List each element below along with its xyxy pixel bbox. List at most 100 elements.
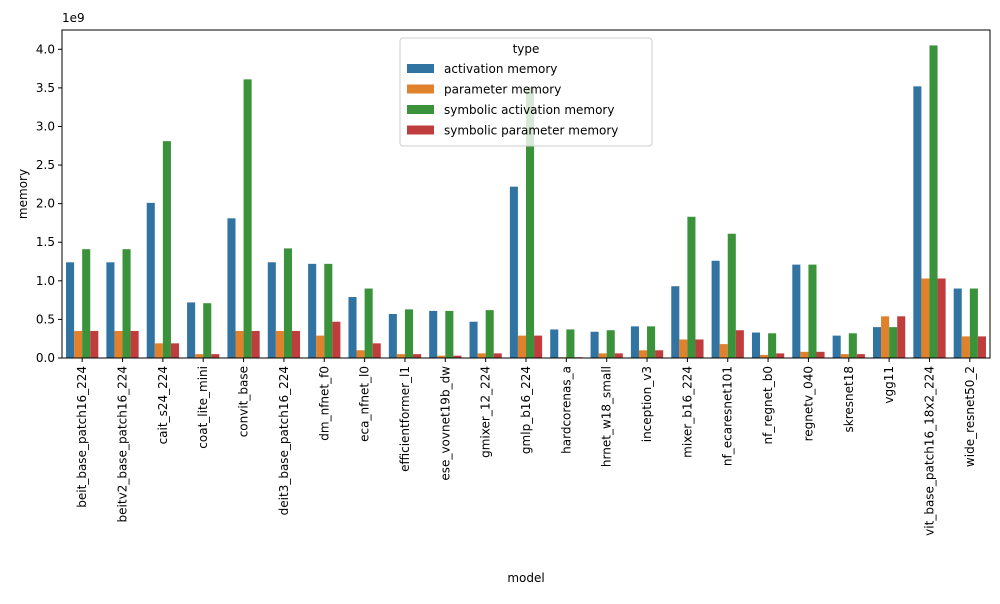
bar-activation-memory-hardcorenas_a [550,329,559,358]
bar-symbolic-activation-memory-nf_ecaresnet101 [727,233,736,358]
x-tick-label: efficientformer_l1 [398,366,412,472]
x-axis-title: model [507,571,544,585]
bar-activation-memory-vgg11 [872,327,882,358]
y-tick-label: 0.5 [36,312,55,326]
bar-activation-memory-efficientformer_l1 [388,314,397,358]
bar-parameter-memory-cait_s24_224 [154,343,163,358]
x-tick-label: beitv2_base_patch16_224 [116,366,130,522]
bar-symbolic-activation-memory-vgg11 [889,327,898,358]
bar-symbolic-activation-memory-wide_resnet50_2 [969,288,978,358]
bar-parameter-memory-vgg11 [881,316,890,358]
x-tick-label: inception_v3 [640,366,654,442]
legend: type activation memory parameter memory sy… [399,37,653,147]
bars-layer [66,45,986,359]
bar-symbolic-parameter-memory-efficientformer_l1 [413,354,422,358]
y-axis-multiplier: 1e9 [62,11,85,25]
x-tick-label: eca_nfnet_l0 [358,366,372,442]
x-tick-label: regnetv_040 [801,366,815,441]
y-tick-label: 2.5 [36,158,55,172]
x-tick-label: hrnet_w18_small [600,366,614,467]
bar-symbolic-parameter-memory-dm_nfnet_f0 [332,321,341,358]
bar-activation-memory-wide_resnet50_2 [953,288,962,358]
legend-title: type [513,42,540,56]
x-tick-label: coat_lite_mini [196,366,210,449]
y-tick-label: 3.0 [36,119,55,133]
bar-symbolic-activation-memory-eca_nfnet_l0 [364,288,373,358]
bar-activation-memory-beit_base_patch16_224 [66,262,75,358]
x-tick-label: vit_base_patch16_18x2_224 [922,366,936,536]
bar-symbolic-parameter-memory-nf_ecaresnet101 [735,330,744,358]
bar-parameter-memory-beitv2_base_patch16_224 [114,330,123,358]
bar-parameter-memory-hrnet_w18_small [598,353,607,358]
x-tick-label: dm_nfnet_f0 [317,366,331,441]
x-axis: beit_base_patch16_224 beitv2_base_patch16… [75,358,977,536]
legend-box [399,37,653,147]
bar-symbolic-parameter-memory-nf_regnet_b0 [776,353,785,358]
bar-symbolic-parameter-memory-beitv2_base_patch16_224 [130,330,139,358]
bar-symbolic-activation-memory-coat_lite_mini [203,303,212,358]
bar-activation-memory-nf_ecaresnet101 [711,260,720,358]
bar-symbolic-activation-memory-gmlp_b16_224 [526,87,535,358]
bar-parameter-memory-gmlp_b16_224 [517,335,526,358]
bar-parameter-memory-beit_base_patch16_224 [74,330,83,358]
bar-activation-memory-skresnet18 [832,335,841,358]
bar-symbolic-parameter-memory-inception_v3 [655,350,664,358]
x-tick-label: mixer_b16_224 [680,366,694,458]
bar-parameter-memory-inception_v3 [638,350,648,358]
bar-symbolic-parameter-memory-beit_base_patch16_224 [90,330,99,358]
x-tick-label: vgg11 [882,366,896,404]
bar-symbolic-parameter-memory-wide_resnet50_2 [977,336,986,358]
bar-symbolic-parameter-memory-coat_lite_mini [211,354,220,358]
bar-activation-memory-dm_nfnet_f0 [308,263,317,358]
bar-activation-memory-inception_v3 [630,326,639,358]
bar-symbolic-parameter-memory-eca_nfnet_l0 [372,343,381,358]
plot-frame [61,29,991,359]
legend-entry: symbolic activation memory [444,103,614,117]
bar-activation-memory-gmixer_12_224 [469,321,478,358]
x-tick-label: nf_regnet_b0 [761,366,775,444]
bar-parameter-memory-eca_nfnet_l0 [356,350,365,358]
bar-parameter-memory-efficientformer_l1 [396,354,405,358]
y-tick-label: 2.0 [36,197,55,211]
bar-symbolic-parameter-memory-hrnet_w18_small [614,353,623,358]
legend-swatch [407,105,434,114]
x-tick-label: cait_s24_224 [156,366,170,444]
bar-activation-memory-regnetv_040 [792,264,801,358]
legend-entry: symbolic parameter memory [444,124,618,138]
bar-symbolic-activation-memory-efficientformer_l1 [404,309,414,358]
bar-symbolic-parameter-memory-vgg11 [897,316,906,358]
bar-symbolic-parameter-memory-regnetv_040 [816,351,825,358]
x-tick-label: skresnet18 [842,366,856,432]
bar-symbolic-parameter-memory-convit_base [251,330,260,358]
bar-symbolic-parameter-memory-ese_vovnet19b_dw [453,355,462,358]
bar-parameter-memory-nf_ecaresnet101 [719,344,728,358]
bar-symbolic-parameter-memory-gmixer_12_224 [493,353,502,358]
bar-parameter-memory-mixer_b16_224 [679,339,688,358]
y-tick-label: 4.0 [36,42,55,56]
bar-parameter-memory-nf_regnet_b0 [760,354,769,358]
bar-activation-memory-beitv2_base_patch16_224 [106,262,115,358]
y-axis-title: memory [16,169,30,219]
legend-entry: parameter memory [444,83,561,97]
bar-symbolic-activation-memory-gmixer_12_224 [485,310,494,358]
bar-symbolic-activation-memory-vit_base_patch16_18x2_224 [929,45,938,358]
legend-swatch [407,64,434,73]
bar-symbolic-activation-memory-inception_v3 [647,326,656,358]
bar-symbolic-parameter-memory-gmlp_b16_224 [534,335,543,358]
bar-parameter-memory-regnetv_040 [800,351,809,358]
x-tick-label: deit3_base_patch16_224 [277,366,291,515]
bar-activation-memory-hrnet_w18_small [590,331,599,358]
bar-symbolic-activation-memory-nf_regnet_b0 [768,333,777,358]
bar-activation-memory-cait_s24_224 [146,202,155,358]
bar-activation-memory-eca_nfnet_l0 [348,297,357,358]
x-tick-label: gmixer_12_224 [479,366,493,458]
bar-activation-memory-nf_regnet_b0 [751,332,761,358]
bar-parameter-memory-ese_vovnet19b_dw [437,355,446,358]
x-tick-label: convit_base [237,366,251,437]
y-tick-label: 1.5 [36,235,55,249]
x-tick-label: nf_ecaresnet101 [721,366,735,466]
bar-symbolic-activation-memory-convit_base [243,79,252,358]
bar-activation-memory-gmlp_b16_224 [509,186,518,358]
y-tick-label: 1.0 [36,274,55,288]
